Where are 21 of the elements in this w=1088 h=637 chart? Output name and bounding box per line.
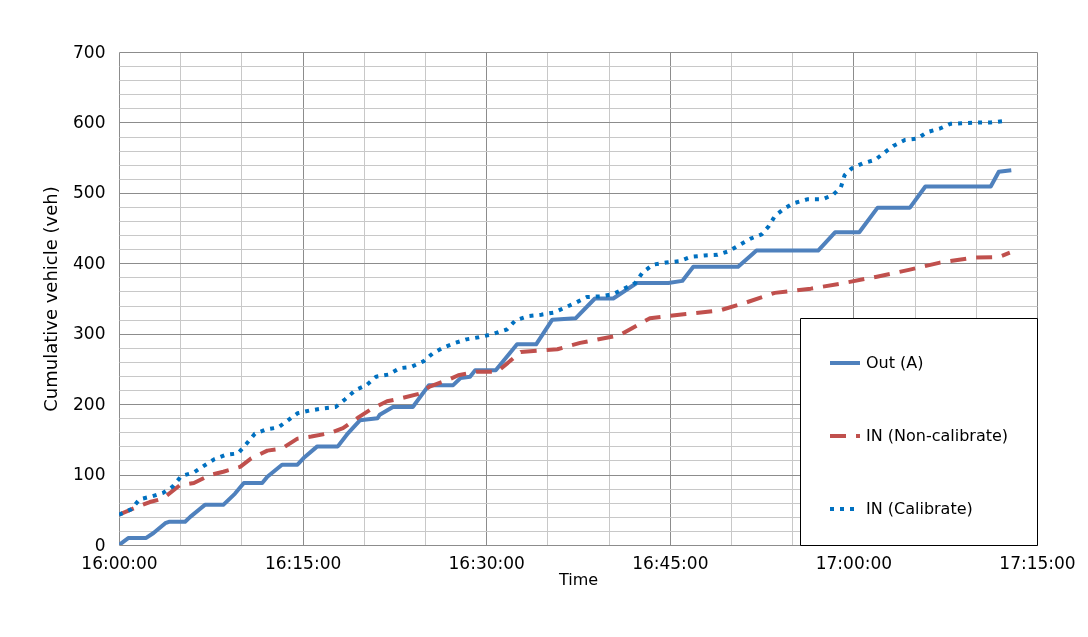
y-tick-label: 400 bbox=[73, 252, 106, 273]
legend-label: IN (Calibrate) bbox=[866, 499, 973, 518]
y-tick-label: 700 bbox=[73, 41, 106, 62]
x-tick-label: 16:30:00 bbox=[448, 552, 525, 573]
x-tick-label: 16:45:00 bbox=[632, 552, 709, 573]
y-tick-label: 0 bbox=[94, 534, 106, 555]
x-axis-title: Time bbox=[557, 569, 599, 589]
line-series bbox=[119, 168, 1014, 545]
y-axis-title: Cumulative vehicle (veh) bbox=[40, 186, 62, 412]
y-tick-label: 100 bbox=[73, 464, 106, 485]
x-tick-label: 17:15:00 bbox=[999, 552, 1076, 573]
x-tick-label: 17:00:00 bbox=[815, 552, 893, 573]
x-tick-label: 16:15:00 bbox=[264, 552, 342, 573]
y-tick-label: 600 bbox=[73, 111, 106, 132]
y-tick-label: 500 bbox=[73, 182, 106, 203]
legend-label: IN (Non-calibrate) bbox=[866, 426, 1009, 445]
y-tick-label: 200 bbox=[73, 393, 106, 414]
x-tick-label: 16:00:00 bbox=[81, 552, 158, 573]
line-series bbox=[119, 250, 1012, 517]
legend-label: Out (A) bbox=[866, 353, 924, 372]
y-tick-label: 300 bbox=[73, 323, 106, 344]
